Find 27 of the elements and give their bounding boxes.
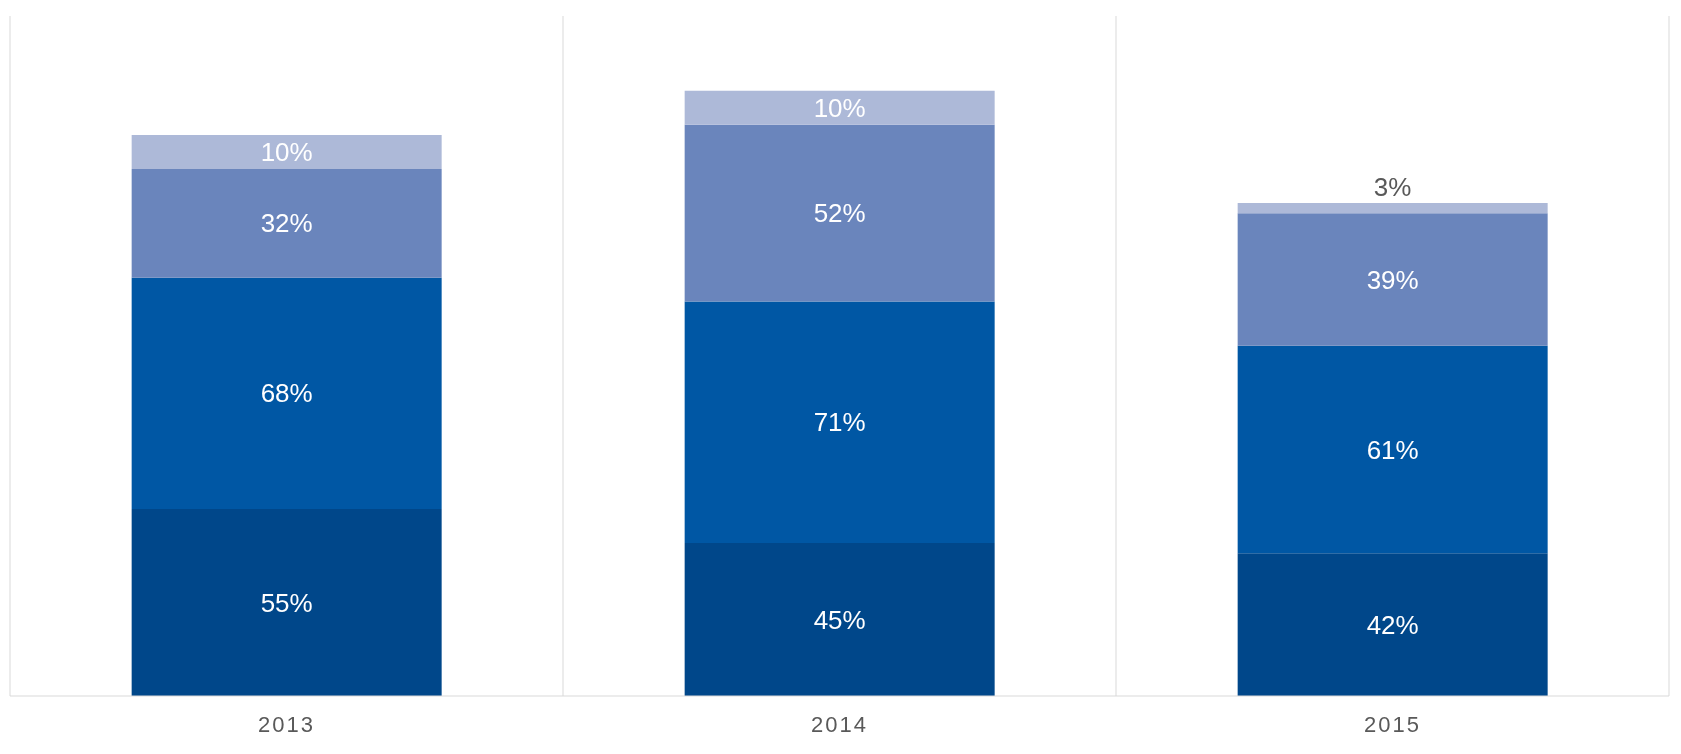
x-tick-label: 2015 — [1364, 711, 1421, 737]
bar — [131, 169, 442, 278]
data-label: 42% — [1366, 609, 1419, 640]
bar — [131, 277, 442, 509]
x-tick-label: 2014 — [811, 711, 868, 737]
data-label: 39% — [1366, 264, 1419, 295]
bar — [684, 124, 995, 302]
bar — [684, 301, 995, 543]
bar — [1237, 345, 1548, 554]
data-label: 10% — [813, 92, 866, 123]
bar — [1237, 203, 1548, 214]
bar — [131, 509, 442, 696]
data-label: 3% — [1373, 172, 1412, 202]
data-label: 55% — [260, 587, 313, 618]
data-label: 32% — [260, 208, 313, 239]
data-label: 61% — [1366, 434, 1419, 465]
bar — [684, 90, 995, 125]
bar — [1237, 553, 1548, 696]
data-label: 71% — [813, 407, 866, 438]
data-label: 45% — [813, 604, 866, 635]
bar — [1237, 213, 1548, 346]
bar — [684, 543, 995, 696]
x-tick-label: 2013 — [258, 711, 315, 737]
data-label: 68% — [260, 378, 313, 409]
data-label: 10% — [260, 137, 313, 167]
data-label: 52% — [813, 198, 866, 229]
bar — [131, 135, 442, 169]
